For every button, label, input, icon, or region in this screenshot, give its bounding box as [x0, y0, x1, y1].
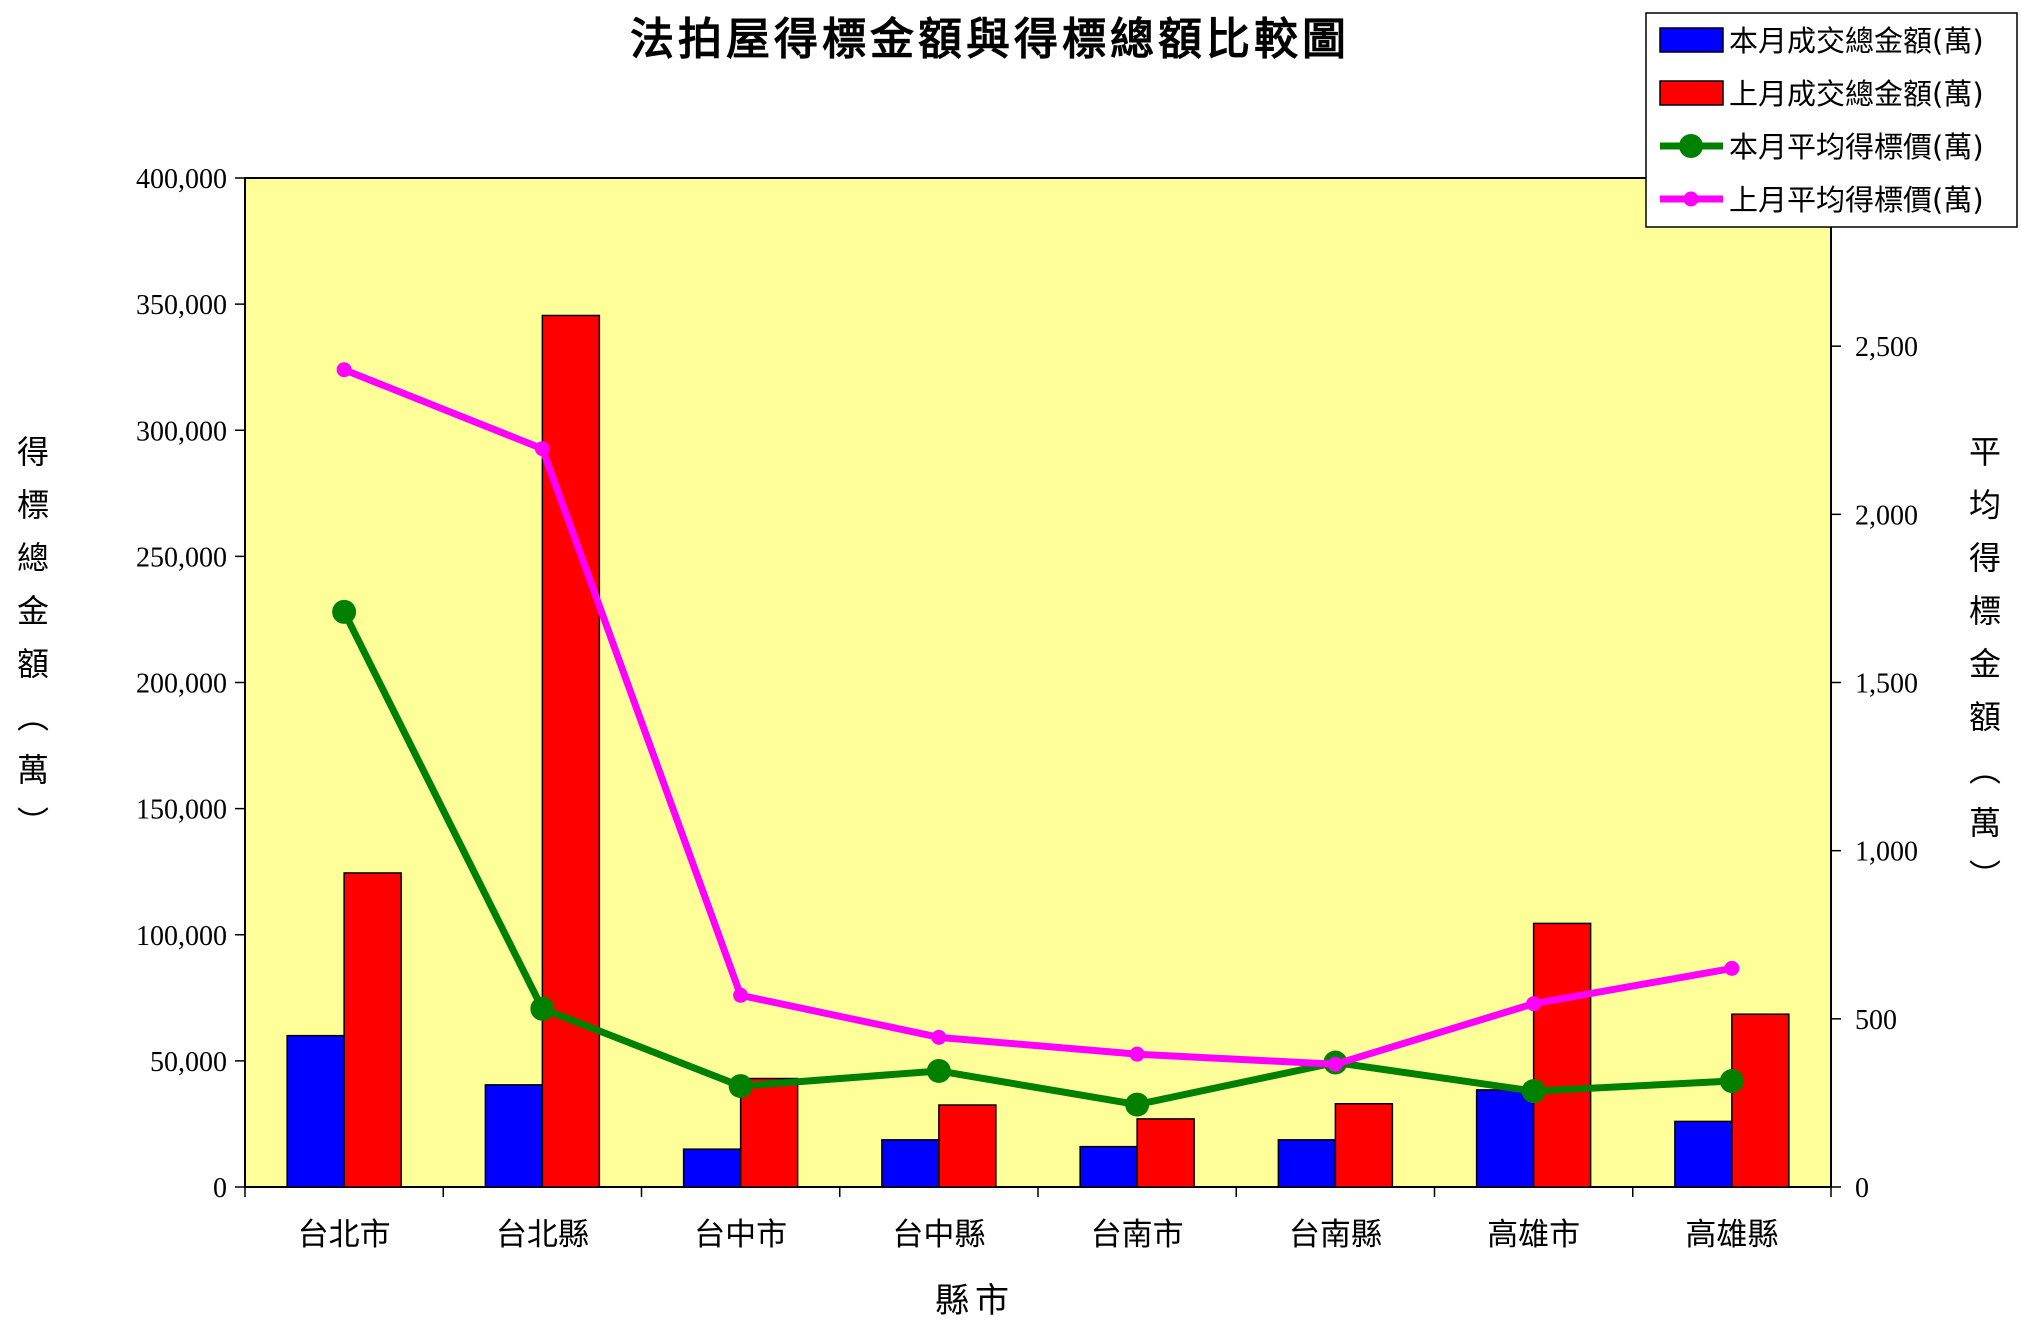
line-point — [1125, 1092, 1150, 1117]
left-tick-label: 250,000 — [136, 542, 227, 573]
bar-series — [286, 314, 1790, 1188]
bar — [1079, 1145, 1138, 1188]
ylabel-text: 得標總金額︵萬︶ — [17, 433, 49, 842]
chart-title: 法拍屋得標金額與得標總額比較圖 — [630, 14, 1350, 65]
bar — [682, 1148, 742, 1188]
bar — [938, 1104, 997, 1188]
bar — [1277, 1139, 1337, 1188]
right-tick-label: 1,500 — [1855, 669, 1918, 700]
legend: 本月成交總金額(萬) 上月成交總金額(萬) 本月平均得標價(萬) 上月平均得標價(萬) — [1645, 12, 2018, 228]
left-tick-label: 300,000 — [136, 416, 227, 447]
left-axis: 0 50,000 100,000 150,000 200,000 250,000 300,0… — [136, 164, 245, 1204]
bar — [1674, 1120, 1733, 1188]
x-tick-label: 高雄縣 — [1685, 1217, 1778, 1253]
y2-axis-label: 平均得標金額︵萬︶ — [1969, 433, 2001, 895]
bar — [1731, 1013, 1790, 1188]
legend-label: 上月平均得標價(萬) — [1729, 183, 1984, 217]
legend-label: 上月成交總金額(萬) — [1729, 77, 1984, 111]
legend-marker — [1683, 191, 1699, 207]
line-point — [332, 599, 357, 624]
line-point — [534, 441, 550, 457]
bar — [1532, 922, 1592, 1188]
plot-area — [244, 177, 1832, 1188]
line-point — [1526, 996, 1542, 1012]
legend-swatch — [1659, 80, 1724, 106]
right-axis: 0 500 1,000 1,500 2,000 2,500 — [1831, 332, 1918, 1204]
line-point — [336, 362, 352, 378]
line-point — [926, 1058, 951, 1083]
series-line — [342, 366, 1733, 1068]
right-tick-label: 500 — [1855, 1005, 1897, 1036]
series-line — [340, 610, 1733, 1109]
legend-label: 本月成交總金額(萬) — [1729, 24, 1984, 58]
line-point — [1724, 960, 1740, 976]
bar — [286, 1034, 345, 1188]
left-tick-label: 200,000 — [136, 669, 227, 700]
left-tick-label: 350,000 — [136, 290, 227, 321]
bar — [343, 872, 402, 1188]
x-tick-label: 台中市 — [694, 1217, 787, 1253]
line-point — [1129, 1046, 1145, 1062]
x-axis: 台北市 台北縣 台中市 台中縣 台南市 台南縣 高雄市 高雄縣 — [244, 1187, 1832, 1253]
left-tick-label: 100,000 — [136, 921, 227, 952]
bar — [1475, 1089, 1535, 1188]
line-point — [931, 1029, 947, 1045]
x-tick-label: 台北市 — [298, 1217, 391, 1253]
line-point — [1327, 1056, 1343, 1072]
legend-marker — [1679, 134, 1703, 158]
right-tick-label: 1,000 — [1855, 837, 1918, 868]
right-tick-label: 2,500 — [1855, 332, 1918, 363]
right-tick-label: 0 — [1855, 1173, 1869, 1204]
legend-swatch — [1659, 27, 1724, 53]
x-tick-label: 台南縣 — [1289, 1217, 1382, 1253]
x-tick-label: 台南市 — [1091, 1217, 1184, 1253]
bar — [541, 314, 601, 1188]
line-point — [1521, 1079, 1546, 1104]
x-tick-label: 高雄市 — [1487, 1217, 1580, 1253]
line-point — [733, 987, 749, 1003]
x-axis-label: 縣市 — [935, 1281, 1015, 1321]
left-tick-label: 50,000 — [150, 1047, 227, 1078]
x-tick-label: 台北縣 — [496, 1217, 589, 1253]
left-tick-label: 150,000 — [136, 795, 227, 826]
y-axis-label: 得標總金額︵萬︶ — [17, 433, 49, 842]
right-tick-label: 2,000 — [1855, 500, 1918, 531]
left-tick-label: 0 — [213, 1173, 227, 1204]
bar — [739, 1077, 799, 1188]
left-tick-label: 400,000 — [136, 164, 227, 195]
bar — [1334, 1103, 1394, 1188]
bar — [881, 1139, 940, 1188]
bar — [484, 1084, 544, 1188]
line-series — [332, 362, 1744, 1117]
line-point — [530, 996, 555, 1021]
y2label-text: 平均得標金額︵萬︶ — [1969, 433, 2001, 895]
line-point — [728, 1074, 753, 1099]
legend-label: 本月平均得標價(萬) — [1729, 130, 1984, 164]
bar — [1136, 1118, 1195, 1188]
line-point — [1719, 1069, 1744, 1094]
x-tick-label: 台中縣 — [892, 1217, 985, 1253]
